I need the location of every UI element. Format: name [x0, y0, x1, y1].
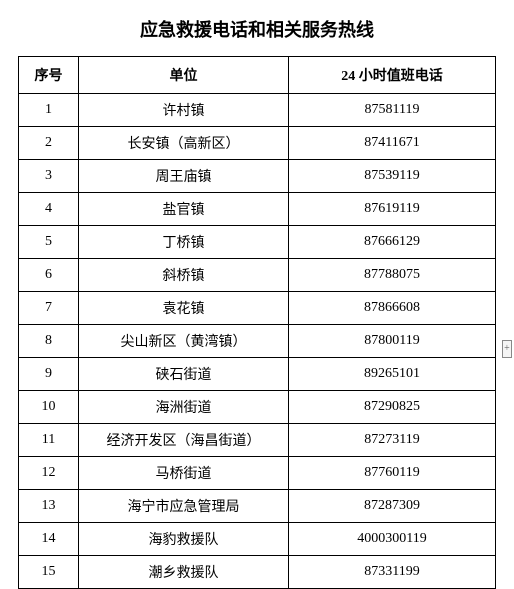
cell-unit: 许村镇: [79, 94, 289, 127]
table-row: 6斜桥镇87788075: [19, 259, 496, 292]
table-row: 13海宁市应急管理局87287309: [19, 490, 496, 523]
cell-phone: 87760119: [289, 457, 496, 490]
table-row: 12马桥街道87760119: [19, 457, 496, 490]
cell-seq: 1: [19, 94, 79, 127]
cell-phone: 87800119: [289, 325, 496, 358]
table-row: 11经济开发区（海昌街道）87273119: [19, 424, 496, 457]
header-seq: 序号: [19, 57, 79, 94]
table-row: 10海洲街道87290825: [19, 391, 496, 424]
cell-seq: 7: [19, 292, 79, 325]
table-row: 1许村镇87581119: [19, 94, 496, 127]
table-row: 9硖石街道89265101: [19, 358, 496, 391]
cell-phone: 4000300119: [289, 523, 496, 556]
cell-unit: 周王庙镇: [79, 160, 289, 193]
hotline-table: 序号 单位 24 小时值班电话 1许村镇875811192长安镇（高新区）874…: [18, 56, 496, 589]
cell-unit: 丁桥镇: [79, 226, 289, 259]
cell-unit: 海洲街道: [79, 391, 289, 424]
table-row: 14海豹救援队4000300119: [19, 523, 496, 556]
cell-seq: 8: [19, 325, 79, 358]
cell-phone: 87666129: [289, 226, 496, 259]
table-row: 15潮乡救援队87331199: [19, 556, 496, 589]
cell-phone: 87788075: [289, 259, 496, 292]
table-row: 4盐官镇87619119: [19, 193, 496, 226]
cell-seq: 10: [19, 391, 79, 424]
cell-phone: 87866608: [289, 292, 496, 325]
header-unit: 单位: [79, 57, 289, 94]
page-title: 应急救援电话和相关服务热线: [18, 16, 496, 42]
cell-seq: 5: [19, 226, 79, 259]
cell-phone: 87581119: [289, 94, 496, 127]
cell-unit: 盐官镇: [79, 193, 289, 226]
cell-phone: 87619119: [289, 193, 496, 226]
cell-seq: 6: [19, 259, 79, 292]
cell-phone: 87273119: [289, 424, 496, 457]
table-header-row: 序号 单位 24 小时值班电话: [19, 57, 496, 94]
table-row: 5丁桥镇87666129: [19, 226, 496, 259]
cell-unit: 马桥街道: [79, 457, 289, 490]
cell-seq: 3: [19, 160, 79, 193]
cell-seq: 12: [19, 457, 79, 490]
cell-seq: 15: [19, 556, 79, 589]
cell-seq: 9: [19, 358, 79, 391]
table-row: 3周王庙镇87539119: [19, 160, 496, 193]
cell-phone: 87290825: [289, 391, 496, 424]
cell-unit: 经济开发区（海昌街道）: [79, 424, 289, 457]
header-phone: 24 小时值班电话: [289, 57, 496, 94]
cell-unit: 斜桥镇: [79, 259, 289, 292]
cell-phone: 89265101: [289, 358, 496, 391]
cell-phone: 87331199: [289, 556, 496, 589]
cell-seq: 14: [19, 523, 79, 556]
cell-unit: 硖石街道: [79, 358, 289, 391]
cell-unit: 潮乡救援队: [79, 556, 289, 589]
cell-unit: 海豹救援队: [79, 523, 289, 556]
table-row: 2长安镇（高新区）87411671: [19, 127, 496, 160]
cell-unit: 长安镇（高新区）: [79, 127, 289, 160]
cell-phone: 87411671: [289, 127, 496, 160]
cell-phone: 87539119: [289, 160, 496, 193]
table-row: 7袁花镇87866608: [19, 292, 496, 325]
cell-unit: 袁花镇: [79, 292, 289, 325]
cell-unit: 海宁市应急管理局: [79, 490, 289, 523]
cell-seq: 2: [19, 127, 79, 160]
cell-phone: 87287309: [289, 490, 496, 523]
table-row: 8尖山新区（黄湾镇）87800119: [19, 325, 496, 358]
cell-seq: 11: [19, 424, 79, 457]
cell-seq: 13: [19, 490, 79, 523]
side-indicator: +: [502, 340, 512, 358]
cell-seq: 4: [19, 193, 79, 226]
cell-unit: 尖山新区（黄湾镇）: [79, 325, 289, 358]
